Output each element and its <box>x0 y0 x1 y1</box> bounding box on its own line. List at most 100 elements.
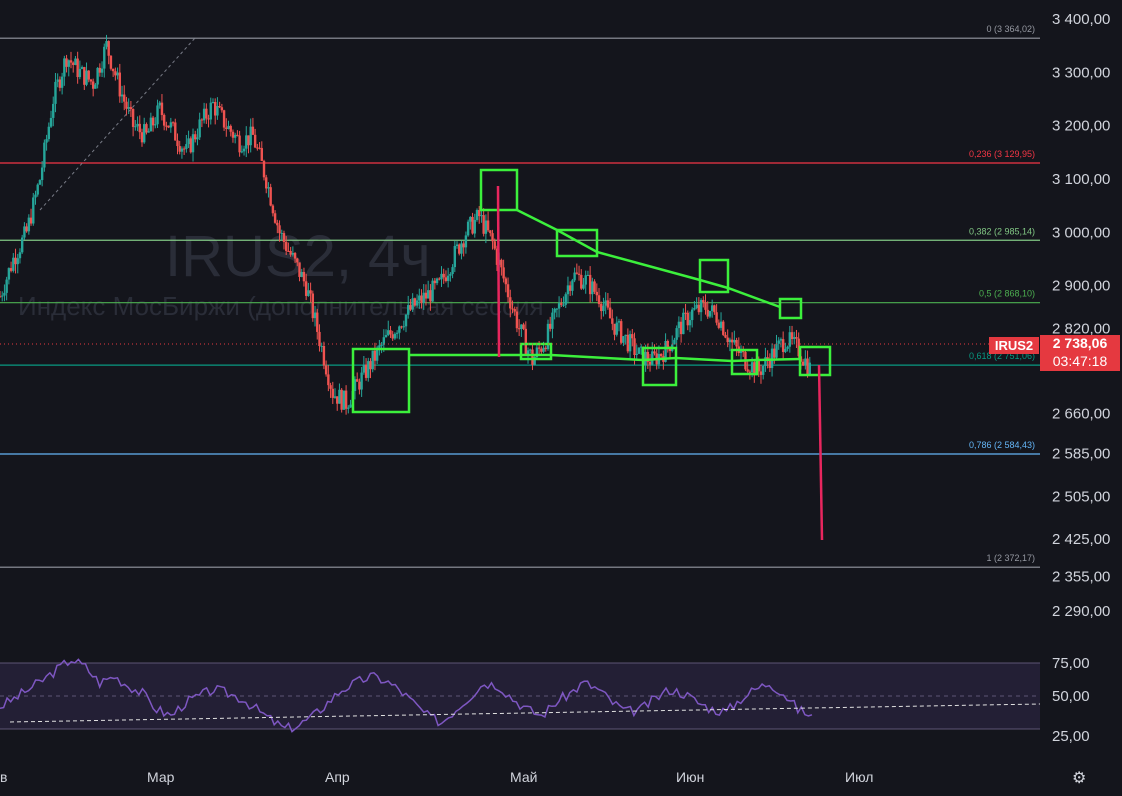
neckline[interactable] <box>409 353 801 363</box>
candle-body <box>568 285 572 291</box>
candle-body <box>533 357 536 365</box>
month-tick-label: Мар <box>147 769 175 785</box>
candle-body <box>116 72 119 76</box>
candle-body <box>469 216 472 222</box>
annotation-box[interactable] <box>641 346 678 387</box>
candle-body <box>793 337 796 340</box>
candle-body <box>267 187 270 189</box>
candle-body <box>635 353 638 355</box>
candle-body <box>72 62 75 65</box>
candle-body <box>284 241 288 251</box>
candle-body <box>227 125 230 129</box>
candle-body <box>47 126 51 140</box>
candle-body <box>515 311 519 329</box>
candle-body <box>517 328 521 330</box>
candle-body <box>282 233 286 242</box>
candle-body <box>327 374 330 386</box>
candle-body <box>198 119 201 138</box>
candle-body <box>808 362 811 375</box>
candle-body <box>74 58 77 65</box>
candle-body <box>781 339 785 352</box>
price-tick-label: 3 400,00 <box>1052 11 1110 28</box>
time-axis[interactable]: в Мар Апр Май Июн Июл <box>0 769 873 785</box>
candle-body <box>602 305 605 312</box>
candle-body <box>719 321 723 328</box>
candle-body <box>16 258 19 265</box>
candle-body <box>473 219 476 234</box>
candle-body <box>739 350 743 354</box>
candle-body <box>194 134 197 140</box>
candle-body <box>78 68 82 78</box>
candle-body <box>582 284 585 289</box>
price-tick-label: 2 820,00 <box>1052 320 1110 337</box>
candle-body <box>584 275 587 285</box>
candle-body <box>699 300 703 313</box>
candle-body <box>690 309 694 321</box>
fibonacci-levels: 0 (3 364,02) 0,236 (3 129,95) 0,382 (2 985… <box>0 24 1040 568</box>
candle-body <box>60 76 64 88</box>
candle-body <box>23 226 26 238</box>
price-axis[interactable]: 3 400,00 3 300,00 3 200,00 3 100,00 3 000,00… <box>1052 11 1110 620</box>
candle-body <box>444 277 448 281</box>
trend-line-dashed[interactable] <box>39 37 196 211</box>
candle-body <box>704 302 707 310</box>
candle-body <box>333 396 337 398</box>
candle-body <box>628 334 632 352</box>
candle-body <box>502 267 505 279</box>
candle-body <box>271 205 275 214</box>
candle-body <box>85 70 88 85</box>
candle-body <box>176 140 179 147</box>
annotation-box[interactable] <box>798 345 832 377</box>
candle-body <box>49 117 53 127</box>
candle-body <box>89 79 93 82</box>
candle-body <box>307 290 310 296</box>
candle-body <box>486 220 490 231</box>
candle-body <box>773 348 776 358</box>
candle-body <box>189 138 192 153</box>
month-tick-label: Май <box>510 769 537 785</box>
annotation-box[interactable] <box>351 347 411 414</box>
candle-body <box>340 389 343 410</box>
candle-body <box>360 372 363 390</box>
rsi-trend-dashed[interactable] <box>9 703 1041 723</box>
candle-body <box>311 293 315 319</box>
annotation-box[interactable] <box>778 297 803 320</box>
candle-body <box>120 94 124 97</box>
candle-body <box>127 107 130 109</box>
candle-body <box>389 330 392 335</box>
candle-body <box>697 304 701 313</box>
fib-level-label: 0,786 (2 584,43) <box>969 440 1035 450</box>
upper-trendline[interactable] <box>516 208 781 309</box>
candle-body <box>648 361 652 365</box>
candle-body <box>673 339 676 345</box>
candle-body <box>710 305 714 311</box>
candle-body <box>795 337 798 339</box>
annotation-box[interactable] <box>698 258 730 294</box>
candle-body <box>458 244 461 254</box>
candle-body <box>169 122 173 128</box>
candle-body <box>111 68 115 72</box>
candle-body <box>25 226 28 232</box>
settings-icon[interactable]: ⚙ <box>1072 770 1087 787</box>
fib-level-label: 0,5 (2 868,10) <box>979 289 1035 299</box>
candle-body <box>373 350 377 361</box>
candle-body <box>149 117 153 132</box>
candle-body <box>382 337 386 345</box>
candle-body <box>178 146 181 152</box>
candle-body <box>160 102 164 115</box>
candle-body <box>69 60 73 63</box>
annotation-box[interactable] <box>555 228 599 258</box>
candle-body <box>76 58 79 78</box>
candle-body <box>63 58 66 77</box>
projection-arrow[interactable] <box>496 185 501 358</box>
candle-body <box>577 273 581 275</box>
candle-body <box>273 213 277 223</box>
candle-body <box>154 124 157 126</box>
candle-body <box>500 259 503 268</box>
candle-body <box>493 241 496 249</box>
pattern-annotations[interactable] <box>351 168 832 414</box>
candle-body <box>460 243 463 254</box>
candle-body <box>27 217 31 232</box>
projection-arrow-target[interactable] <box>817 364 824 541</box>
